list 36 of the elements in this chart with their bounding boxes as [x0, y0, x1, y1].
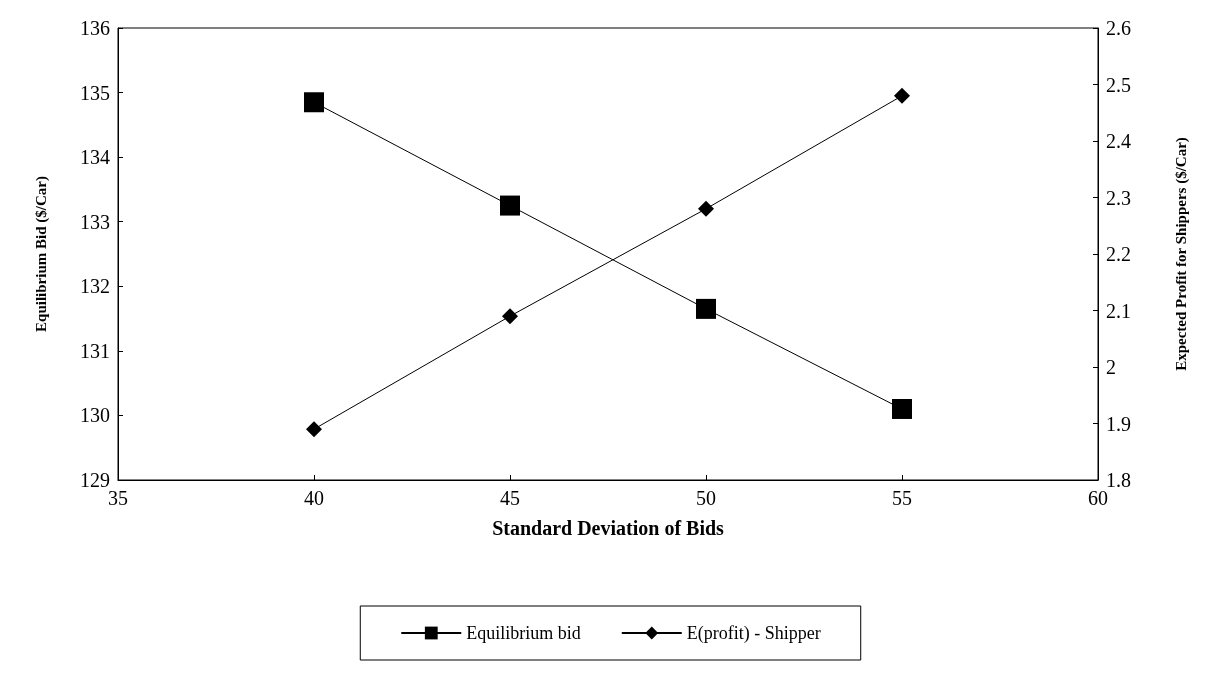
y2-tick-label: 2	[1106, 356, 1116, 378]
x-tick-label: 50	[696, 487, 716, 509]
legend-label: Equilibrium bid	[466, 623, 581, 643]
y2-axis-title: Expected Profit for Shippers ($/Car)	[1172, 137, 1190, 371]
y2-tick-label: 2.1	[1106, 299, 1131, 322]
y-axis-title: Equilibrium Bid ($/Car)	[32, 176, 50, 332]
point	[500, 195, 520, 216]
x-tick-label: 45	[500, 487, 520, 509]
y2-tick-label: 2.6	[1106, 17, 1131, 39]
y2-tick-label: 2.5	[1106, 73, 1131, 96]
x-tick-label: 55	[892, 487, 912, 509]
legend-label: E(profit) - Shipper	[686, 623, 821, 644]
y-tick-label: 134	[80, 146, 110, 169]
y-tick-label: 133	[80, 210, 110, 233]
x-tick-label: 40	[304, 487, 324, 509]
y-tick-label: 131	[80, 339, 110, 362]
y2-tick-label: 2.3	[1106, 186, 1131, 209]
y2-tick-label: 1.8	[1106, 469, 1131, 491]
point	[892, 398, 912, 419]
y-tick-label: 136	[80, 17, 110, 39]
y2-tick-label: 2.2	[1106, 243, 1131, 265]
y2-tick-label: 2.4	[1106, 130, 1131, 152]
point	[306, 421, 322, 438]
x-tick-label: 60	[1088, 487, 1108, 509]
point	[894, 87, 910, 104]
x-axis-title: Standard Deviation of Bids	[492, 517, 725, 539]
point	[698, 200, 714, 217]
y-tick-label: 130	[80, 404, 110, 427]
y-tick-label: 129	[80, 469, 110, 491]
point	[304, 92, 324, 113]
point	[696, 298, 716, 319]
point	[502, 308, 518, 325]
x-tick-label: 35	[108, 487, 128, 509]
y2-tick-label: 1.9	[1106, 412, 1131, 435]
y-tick-label: 132	[80, 275, 110, 298]
y-tick-label: 135	[80, 81, 110, 104]
